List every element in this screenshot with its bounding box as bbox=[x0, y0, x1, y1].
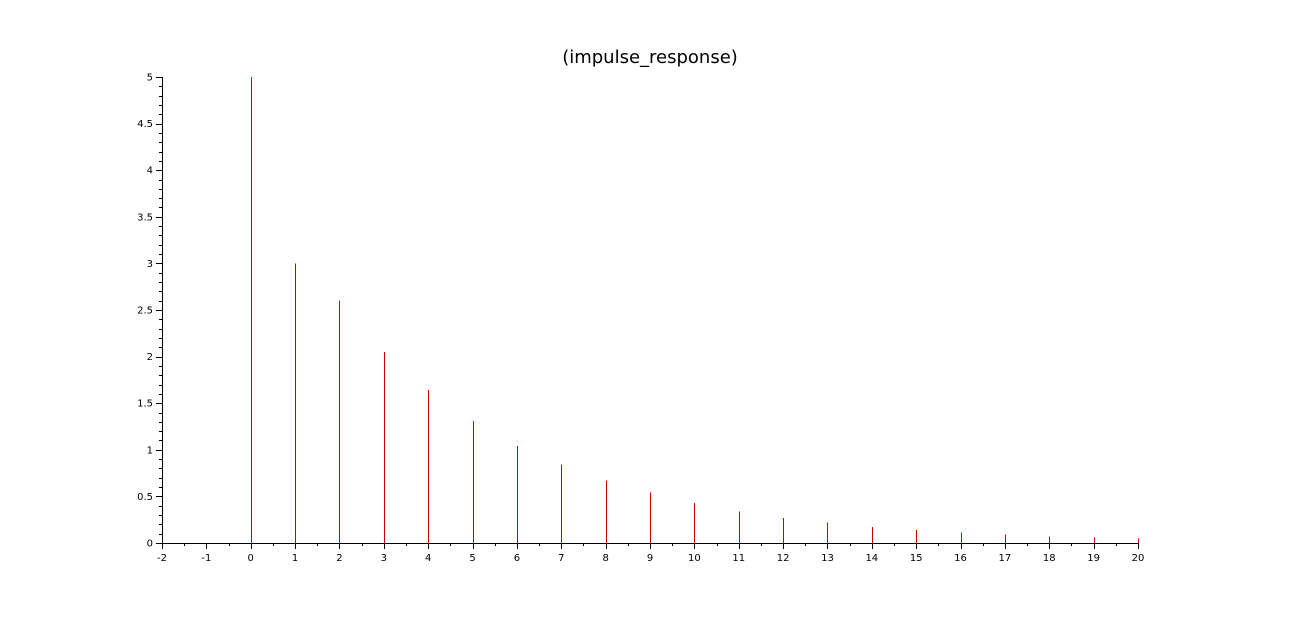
x-tick-label: 9 bbox=[647, 553, 653, 564]
x-tick-label: 13 bbox=[821, 553, 834, 564]
y-tick-label: 3.5 bbox=[137, 212, 153, 223]
y-tick-label: 3 bbox=[147, 259, 153, 270]
y-tick-label: 5 bbox=[147, 73, 153, 84]
x-tick-label: 5 bbox=[469, 553, 475, 564]
y-tick-label: 1.5 bbox=[137, 399, 153, 410]
x-tick-label: 18 bbox=[1043, 553, 1056, 564]
x-tick-label: 2 bbox=[336, 553, 342, 564]
x-tick-label: 10 bbox=[688, 553, 701, 564]
y-tick-label: 2 bbox=[147, 352, 153, 363]
x-tick-label: 0 bbox=[248, 553, 254, 564]
x-tick-label: 3 bbox=[381, 553, 387, 564]
stem-series bbox=[251, 77, 1139, 543]
y-tick-label: 1 bbox=[147, 445, 153, 456]
y-tick-label: 4 bbox=[147, 166, 153, 177]
x-tick-label: 14 bbox=[865, 553, 878, 564]
y-tick-label: 0 bbox=[147, 539, 153, 550]
axes: 00.511.522.533.544.55-2 -1 0 1 2 3 4 5 6 7 8 9 10 11 1… bbox=[137, 73, 1144, 565]
y-tick-label: 4.5 bbox=[137, 119, 153, 130]
x-tick-label: 1 bbox=[292, 553, 298, 564]
x-tick-label: 20 bbox=[1132, 553, 1145, 564]
x-tick-label: 16 bbox=[954, 553, 967, 564]
x-tick-label: 8 bbox=[602, 553, 608, 564]
x-tick-label: 17 bbox=[999, 553, 1012, 564]
x-tick-label: 12 bbox=[777, 553, 790, 564]
chart-title: (impulse_response) bbox=[562, 47, 738, 68]
x-tick-label: 19 bbox=[1087, 553, 1100, 564]
x-tick-label: -2 bbox=[157, 553, 167, 564]
y-tick-label: 2.5 bbox=[137, 306, 153, 317]
x-tick-label: 4 bbox=[425, 553, 431, 564]
x-tick-label: 15 bbox=[910, 553, 923, 564]
x-tick-label: 7 bbox=[558, 553, 564, 564]
x-tick-label: 6 bbox=[514, 553, 520, 564]
x-tick-label: -1 bbox=[201, 553, 211, 564]
y-tick-label: 0.5 bbox=[137, 492, 153, 503]
x-tick-label: 11 bbox=[732, 553, 745, 564]
